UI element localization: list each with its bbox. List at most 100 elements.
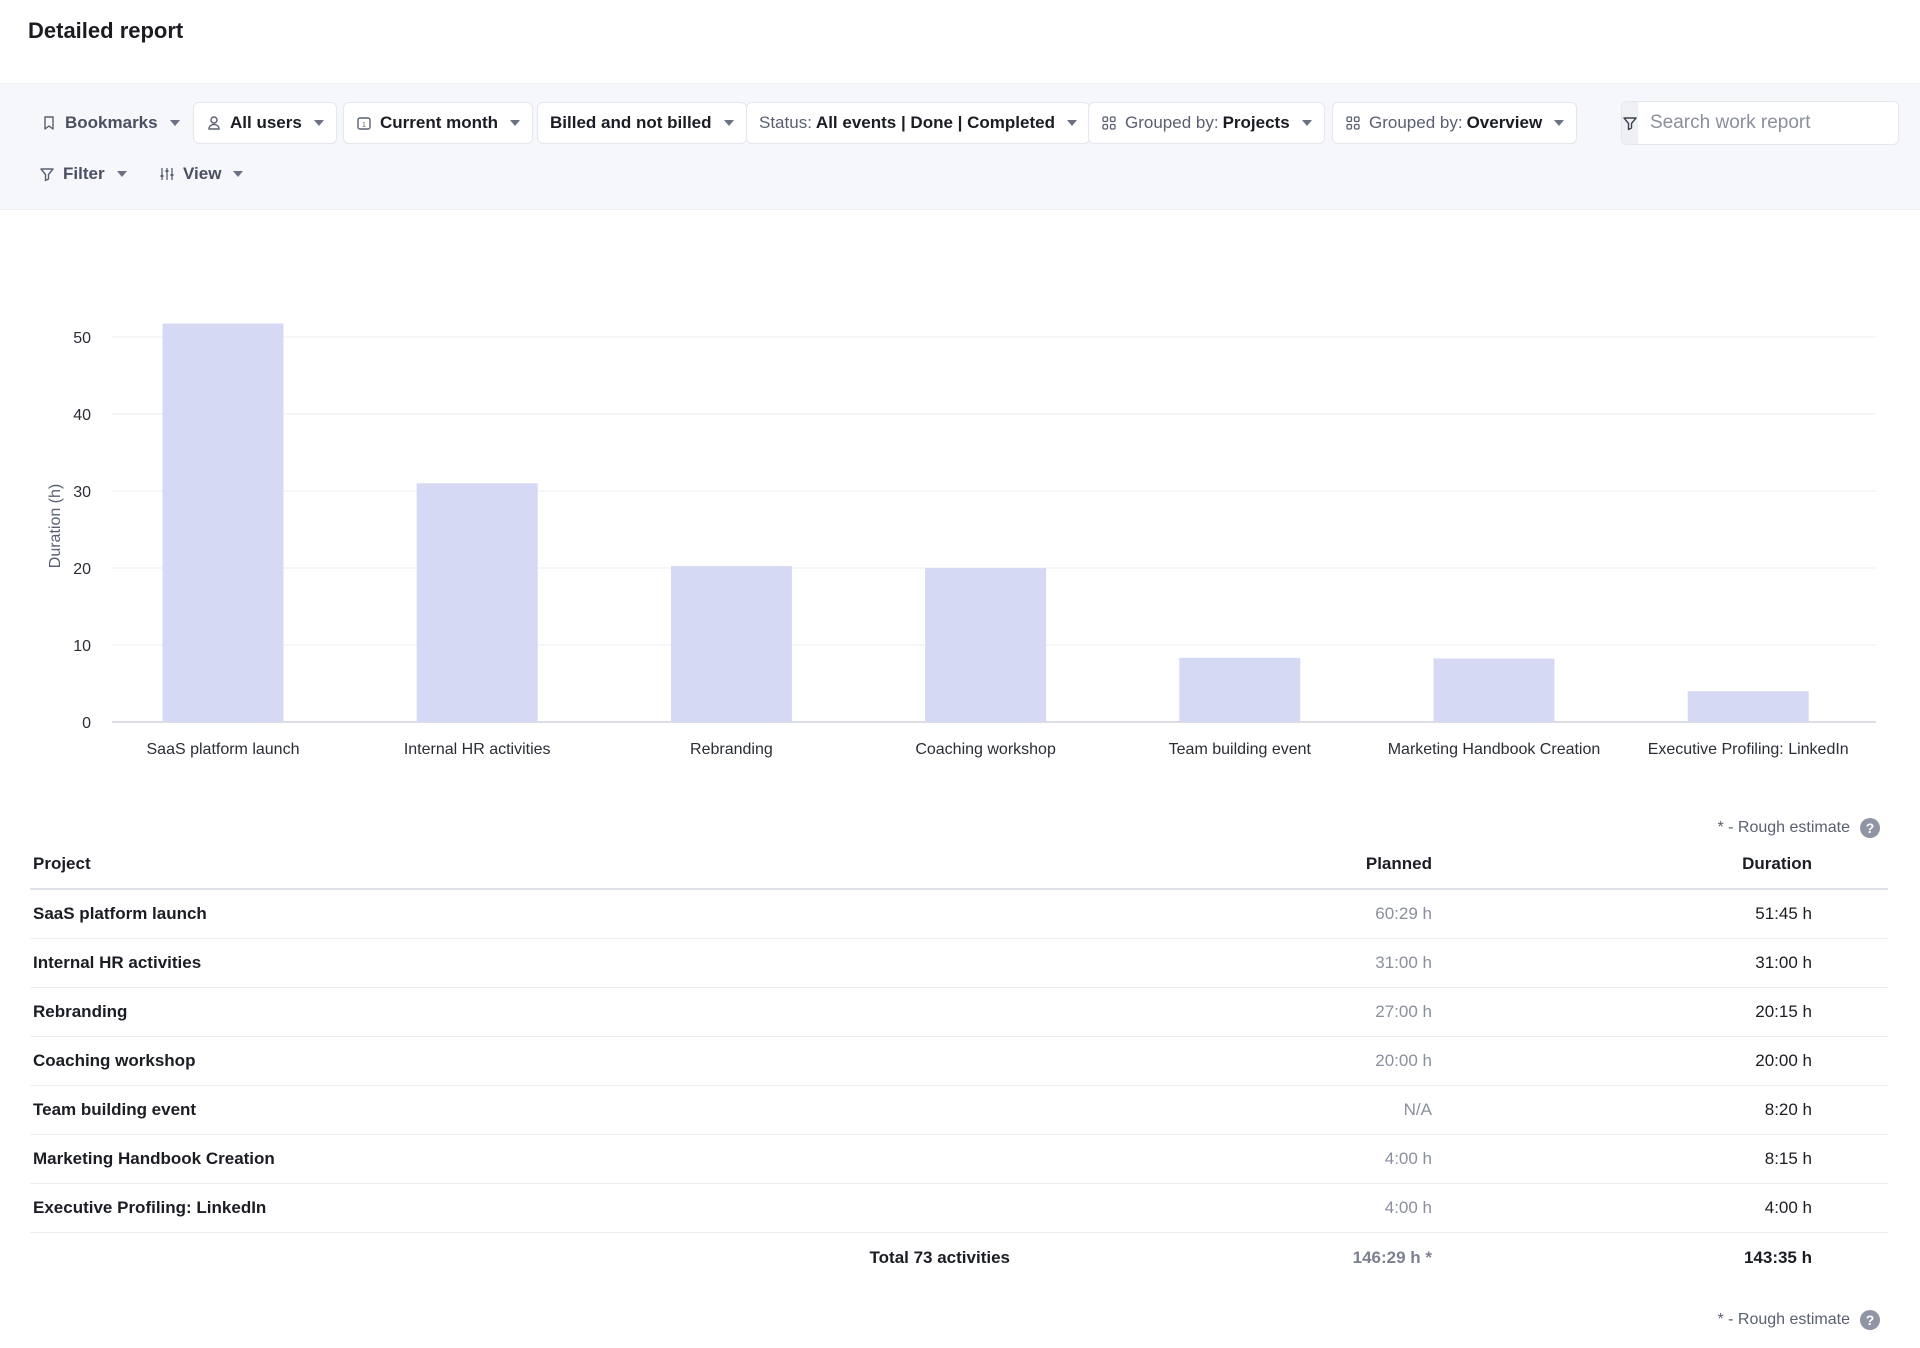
- duration-cell: 51:45 h: [1755, 904, 1812, 923]
- period-dropdown[interactable]: 1 Current month: [343, 102, 534, 144]
- y-tick-label: 20: [73, 561, 91, 578]
- planned-cell: 27:00 h: [1375, 1002, 1432, 1021]
- filter-label: Filter: [63, 164, 105, 183]
- duration-cell: 8:20 h: [1764, 1100, 1812, 1119]
- filter-icon: [39, 166, 55, 182]
- group-by-value: Projects: [1222, 113, 1290, 132]
- duration-cell: 4:00 h: [1764, 1198, 1812, 1217]
- chevron-down-icon: [169, 120, 180, 126]
- bar[interactable]: [1433, 658, 1555, 722]
- status-prefix: Status:: [759, 113, 812, 132]
- group-by-prefix: Grouped by:: [1369, 113, 1463, 132]
- help-icon[interactable]: ?: [1860, 818, 1880, 838]
- column-header-project[interactable]: Project: [33, 854, 91, 873]
- planned-cell: N/A: [1403, 1100, 1432, 1119]
- rough-estimate-text: * - Rough estimate: [1717, 819, 1850, 836]
- filter-icon: [1622, 115, 1638, 131]
- table-row[interactable]: Team building event N/A 8:20 h: [30, 1086, 1888, 1135]
- x-tick-label: Coaching workshop: [915, 741, 1056, 758]
- duration-bar-chart: 0 10 20 30 40 50 Duration (h) SaaS platform lau…: [0, 290, 1920, 770]
- y-axis-label: Duration (h): [47, 484, 64, 568]
- bar[interactable]: [1687, 691, 1809, 722]
- chevron-down-icon: [1066, 120, 1077, 126]
- chevron-down-icon: [1554, 120, 1565, 126]
- total-label: Total 73 activities: [869, 1247, 1010, 1267]
- duration-cell: 8:15 h: [1764, 1149, 1812, 1168]
- planned-cell: 60:29 h: [1375, 904, 1432, 923]
- column-header-duration[interactable]: Duration: [1742, 854, 1812, 873]
- search-filter-button[interactable]: [1622, 102, 1638, 144]
- users-dropdown[interactable]: All users: [193, 102, 337, 144]
- y-tick-label: 40: [73, 407, 91, 424]
- x-tick-label: SaaS platform launch: [147, 741, 300, 758]
- filter-toolbar: Bookmarks All users 1 Current month Bill…: [0, 83, 1920, 210]
- planned-cell: 4:00 h: [1384, 1198, 1432, 1217]
- search-box: [1621, 101, 1899, 145]
- planned-cell: 4:00 h: [1384, 1149, 1432, 1168]
- status-value: All events | Done | Completed: [815, 113, 1055, 132]
- bar[interactable]: [416, 483, 538, 722]
- x-tick-label: Executive Profiling: LinkedIn: [1648, 741, 1849, 758]
- calendar-icon: 1: [356, 115, 372, 131]
- project-name-cell: Coaching workshop: [33, 1051, 196, 1070]
- table-header: Project Planned Duration: [30, 840, 1888, 890]
- y-tick-label: 10: [73, 638, 91, 655]
- table-row[interactable]: Coaching workshop 20:00 h 20:00 h: [30, 1037, 1888, 1086]
- bookmarks-label: Bookmarks: [65, 113, 158, 132]
- group-by-prefix: Grouped by:: [1125, 113, 1219, 132]
- duration-cell: 20:15 h: [1755, 1002, 1812, 1021]
- help-icon[interactable]: ?: [1860, 1310, 1880, 1330]
- table-row[interactable]: Executive Profiling: LinkedIn 4:00 h 4:00 …: [30, 1184, 1888, 1233]
- table-row[interactable]: Marketing Handbook Creation 4:00 h 8:15 h: [30, 1135, 1888, 1184]
- project-name-cell: SaaS platform launch: [33, 904, 207, 923]
- table-row[interactable]: Rebranding 27:00 h 20:15 h: [30, 988, 1888, 1037]
- y-tick-label: 50: [73, 330, 91, 347]
- bar[interactable]: [670, 566, 792, 722]
- bookmark-icon: [41, 115, 57, 131]
- x-tick-label: Rebranding: [690, 741, 773, 758]
- rough-estimate-text: * - Rough estimate: [1717, 1311, 1850, 1328]
- view-label: View: [183, 164, 222, 183]
- table-row[interactable]: SaaS platform launch 60:29 h 51:45 h: [30, 890, 1888, 939]
- users-label: All users: [230, 113, 302, 132]
- column-header-planned[interactable]: Planned: [1365, 854, 1432, 873]
- sliders-icon: [159, 166, 175, 182]
- y-tick-label: 0: [82, 715, 91, 732]
- table-total-row: Total 73 activities 146:29 h * 143:35 h: [30, 1233, 1888, 1282]
- status-dropdown[interactable]: Status: All events | Done | Completed: [746, 102, 1090, 144]
- project-name-cell: Marketing Handbook Creation: [33, 1149, 275, 1168]
- project-name-cell: Internal HR activities: [33, 953, 202, 972]
- user-icon: [206, 115, 222, 131]
- table-row[interactable]: Internal HR activities 31:00 h 31:00 h: [30, 939, 1888, 988]
- planned-cell: 31:00 h: [1375, 953, 1432, 972]
- page-title: Detailed report: [28, 18, 184, 43]
- bar[interactable]: [1179, 657, 1301, 722]
- chevron-down-icon: [723, 120, 734, 126]
- chart-canvas: 0 10 20 30 40 50 Duration (h) SaaS platform lau…: [47, 323, 1876, 758]
- chevron-down-icon: [116, 171, 127, 177]
- view-button[interactable]: View: [146, 153, 256, 195]
- bar[interactable]: [162, 323, 284, 722]
- planned-cell: 20:00 h: [1375, 1051, 1432, 1070]
- project-name-cell: Team building event: [33, 1100, 197, 1119]
- duration-cell: 20:00 h: [1755, 1051, 1812, 1070]
- billing-dropdown[interactable]: Billed and not billed: [537, 102, 747, 144]
- duration-cell: 31:00 h: [1755, 953, 1812, 972]
- x-tick-label: Marketing Handbook Creation: [1388, 741, 1601, 758]
- billing-label: Billed and not billed: [550, 113, 712, 132]
- filter-button[interactable]: Filter: [26, 153, 140, 195]
- project-name-cell: Rebranding: [33, 1002, 128, 1021]
- svg-text:1: 1: [362, 122, 366, 129]
- bar[interactable]: [925, 568, 1047, 722]
- group-by-projects-dropdown[interactable]: Grouped by: Projects: [1088, 102, 1325, 144]
- group-by-value: Overview: [1466, 113, 1543, 132]
- group-by-overview-dropdown[interactable]: Grouped by: Overview: [1332, 102, 1578, 144]
- chevron-down-icon: [313, 120, 324, 126]
- x-tick-label: Team building event: [1169, 741, 1312, 758]
- bookmarks-button[interactable]: Bookmarks: [28, 102, 193, 144]
- period-label: Current month: [380, 113, 499, 132]
- x-tick-label: Internal HR activities: [404, 741, 551, 758]
- rough-estimate-note-bottom: * - Rough estimate ?: [1717, 1310, 1880, 1330]
- table-body: SaaS platform launch 60:29 h 51:45 h Intern…: [30, 890, 1888, 1233]
- search-input[interactable]: [1638, 102, 1898, 144]
